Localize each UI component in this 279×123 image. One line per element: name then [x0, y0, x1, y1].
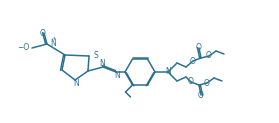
Text: −O: −O: [17, 44, 29, 53]
Text: O: O: [198, 91, 204, 100]
Text: O: O: [190, 56, 196, 66]
Text: N: N: [73, 79, 79, 89]
Text: O: O: [204, 78, 210, 87]
Text: O: O: [206, 52, 212, 61]
Text: S: S: [93, 51, 98, 60]
Text: O: O: [188, 77, 194, 86]
Text: O: O: [196, 44, 202, 53]
Text: N: N: [114, 71, 120, 80]
Text: N: N: [50, 38, 56, 47]
Text: N: N: [99, 60, 105, 69]
Text: +: +: [52, 37, 56, 41]
Text: O: O: [40, 30, 46, 38]
Text: N: N: [165, 67, 171, 76]
